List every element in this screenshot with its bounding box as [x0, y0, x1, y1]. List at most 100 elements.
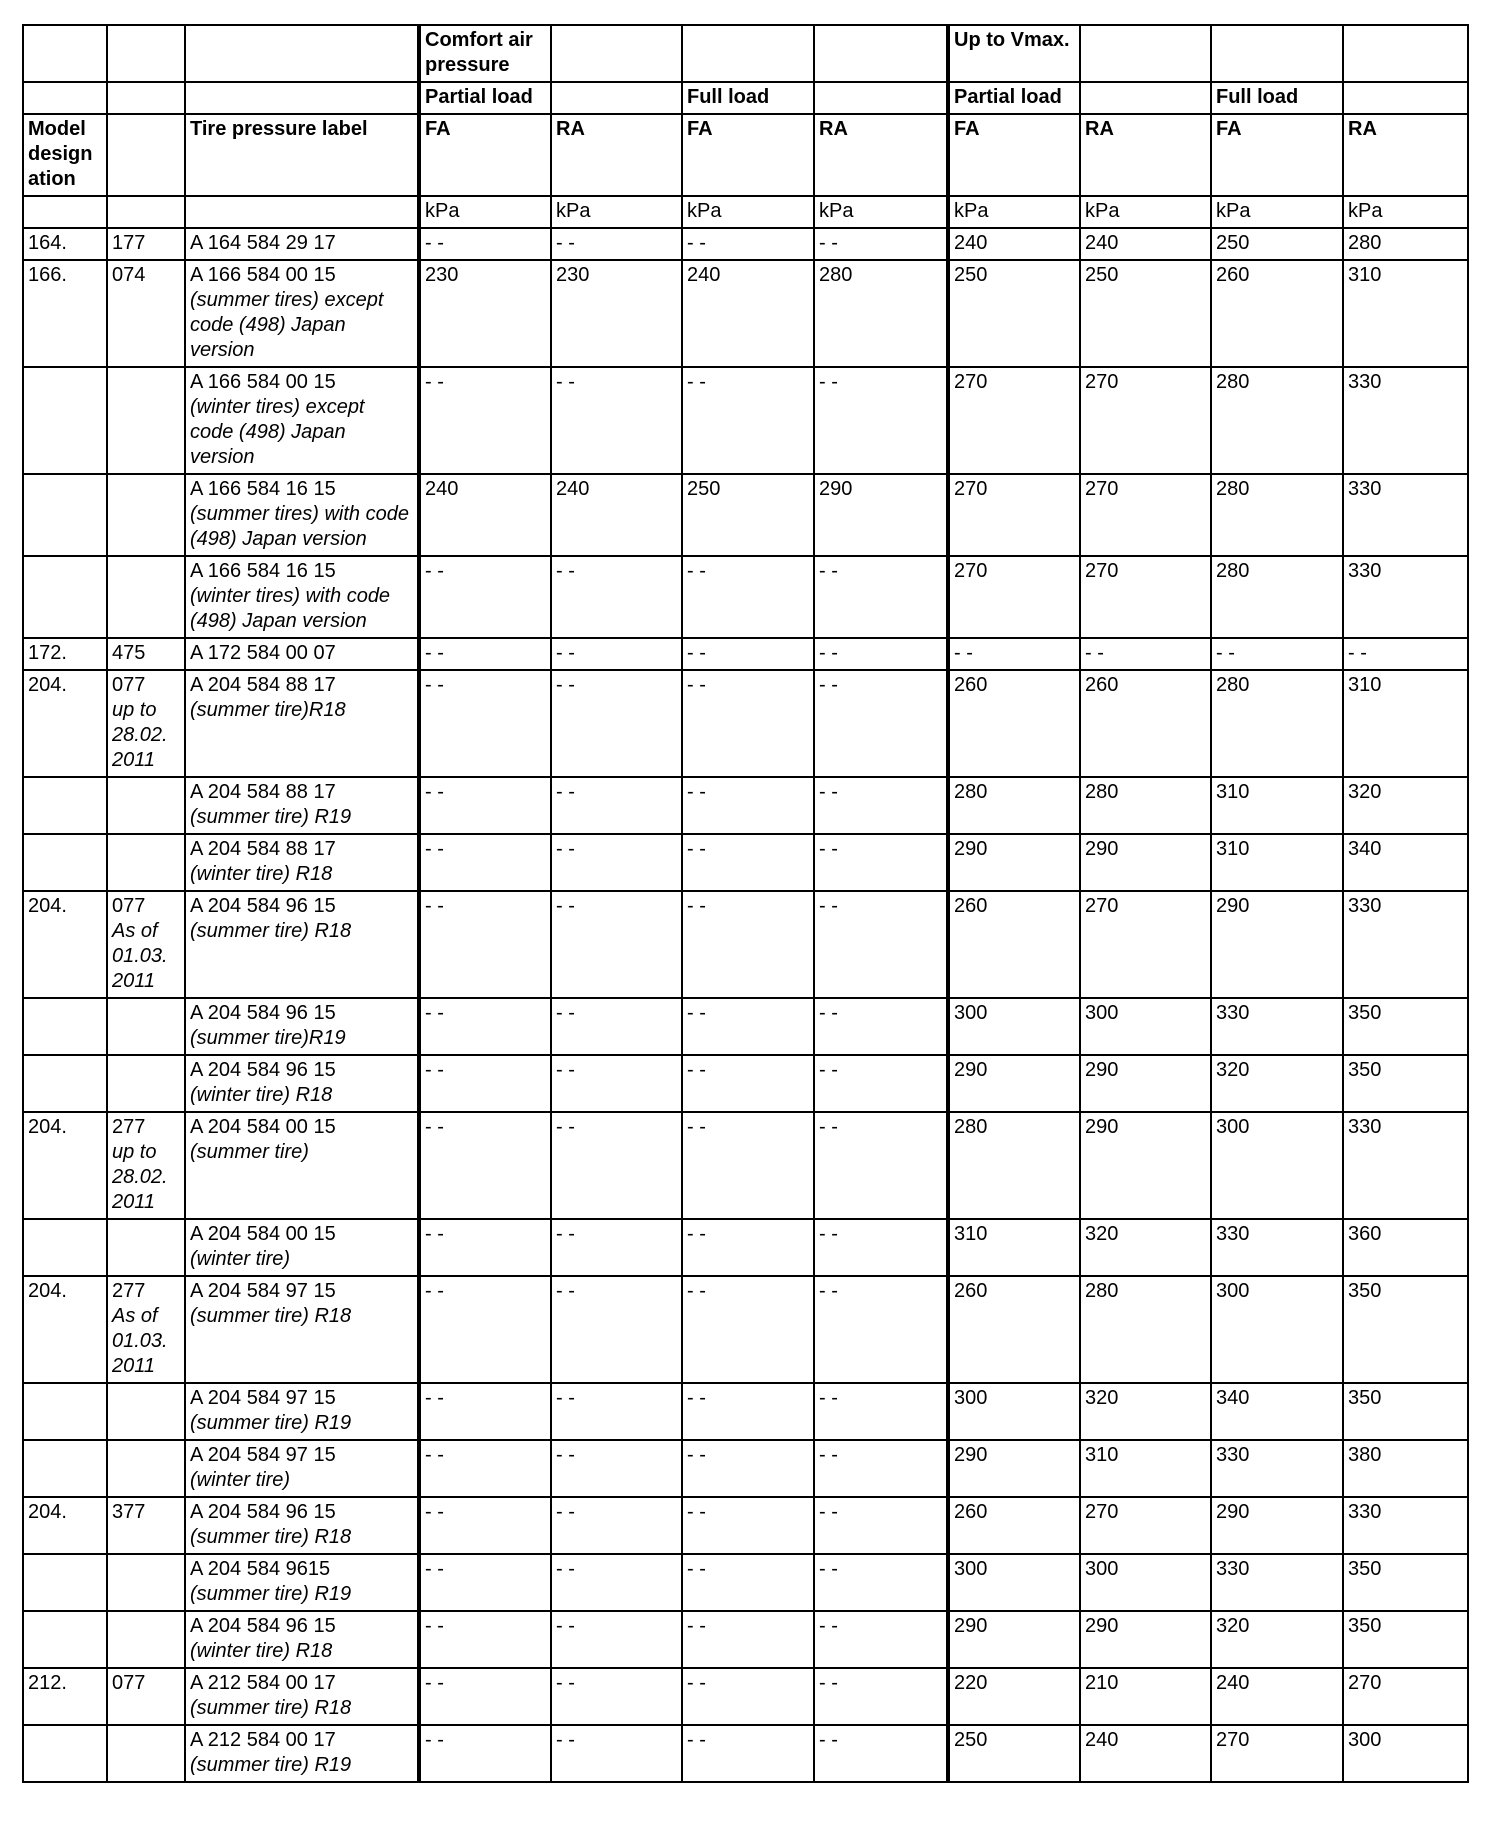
- axle-header: FA: [417, 113, 552, 197]
- pressure-value: 240: [417, 473, 552, 557]
- part-number: A 204 584 88 17: [190, 838, 336, 860]
- pressure-value: 330: [1210, 1553, 1344, 1612]
- model-cell: [22, 1610, 108, 1669]
- tire-note: (summer tire) R18: [190, 1526, 352, 1548]
- pressure-value: - -: [813, 1667, 949, 1726]
- part-number: A 212 584 00 17: [190, 1729, 336, 1751]
- pressure-value: 330: [1342, 473, 1469, 557]
- axle-header: RA: [550, 113, 683, 197]
- pressure-value: - -: [813, 366, 949, 475]
- pressure-value: 290: [1079, 1054, 1212, 1113]
- table-row: 164. 177 A 164 584 29 17- -- -- -- -240 240…: [22, 227, 1469, 261]
- tire-note: (summer tires) except code (498) Japan v…: [190, 289, 384, 361]
- pressure-value: - -: [550, 890, 683, 999]
- pressure-value: 290: [946, 1054, 1081, 1113]
- pressure-value: 240: [1210, 1667, 1344, 1726]
- code-cell: 077 As of 01.03. 2011: [106, 890, 186, 999]
- table-row: A 204 584 88 17 (winter tire) R18- -- -- …: [22, 833, 1469, 892]
- model-cell: 204.: [22, 1275, 108, 1384]
- tire-note: (summer tire) R19: [190, 1754, 352, 1776]
- part-number: A 212 584 00 17: [190, 1672, 336, 1694]
- pressure-value: - -: [417, 890, 552, 999]
- model-cell: 166.: [22, 259, 108, 368]
- tire-pressure-label-cell: A 204 584 88 17 (summer tire) R19: [184, 776, 420, 835]
- pressure-value: - -: [417, 776, 552, 835]
- pressure-value: - -: [813, 890, 949, 999]
- pressure-value: - -: [681, 1382, 815, 1441]
- code-cell: 277 As of 01.03. 2011: [106, 1275, 186, 1384]
- pressure-value: - -: [813, 833, 949, 892]
- pressure-value: 270: [1079, 366, 1212, 475]
- code-date-note: As of: [112, 1305, 158, 1327]
- pressure-value: - -: [1342, 637, 1469, 671]
- table-row: 204. 277 As of 01.03. 2011 A 204 584 97 15 (su…: [22, 1275, 1469, 1384]
- pressure-value: 240: [1079, 227, 1212, 261]
- part-number: A 204 584 97 15: [190, 1280, 336, 1302]
- pressure-value: - -: [813, 1724, 949, 1783]
- pressure-value: - -: [1210, 637, 1344, 671]
- pressure-value: 300: [1210, 1275, 1344, 1384]
- pressure-value: 250: [946, 259, 1081, 368]
- tire-pressure-label-cell: A 204 584 97 15 (summer tire) R18: [184, 1275, 420, 1384]
- code-cell: [106, 473, 186, 557]
- code-cell: [106, 776, 186, 835]
- pressure-value: 240: [1079, 1724, 1212, 1783]
- tire-pressure-label-cell: A 212 584 00 17 (summer tire) R19: [184, 1724, 420, 1783]
- pressure-value: 350: [1342, 1054, 1469, 1113]
- pressure-value: - -: [550, 1111, 683, 1220]
- pressure-value: 300: [1210, 1111, 1344, 1220]
- part-number: A 204 584 97 15: [190, 1444, 336, 1466]
- pressure-value: - -: [550, 669, 683, 778]
- pressure-value: - -: [417, 1610, 552, 1669]
- pressure-value: - -: [813, 555, 949, 639]
- pressure-value: 380: [1342, 1439, 1469, 1498]
- code-cell: [106, 1218, 186, 1277]
- pressure-value: 310: [1342, 669, 1469, 778]
- pressure-value: 320: [1079, 1382, 1212, 1441]
- pressure-value: 280: [1210, 473, 1344, 557]
- pressure-value: - -: [681, 890, 815, 999]
- pressure-value: 280: [946, 1111, 1081, 1220]
- table-row: A 204 584 96 15 (winter tire) R18- -- -- …: [22, 1054, 1469, 1113]
- tire-note: (summer tire)R19: [190, 1027, 346, 1049]
- model-cell: [22, 1218, 108, 1277]
- tire-note: (winter tires) except code (498) Japan v…: [190, 396, 365, 468]
- pressure-value: - -: [813, 1610, 949, 1669]
- pressure-value: - -: [550, 1610, 683, 1669]
- pressure-value: - -: [550, 1553, 683, 1612]
- partial-load-header: Partial load: [946, 81, 1081, 115]
- pressure-value: - -: [946, 637, 1081, 671]
- tire-note: (summer tire) R18: [190, 1305, 352, 1327]
- code-date-note: 2011: [112, 1191, 156, 1213]
- table-row: 204. 077 up to 28.02. 2011 A 204 584 88 17 (su…: [22, 669, 1469, 778]
- pressure-value: 300: [1342, 1724, 1469, 1783]
- table-row: A 204 584 88 17 (summer tire) R19- -- -- …: [22, 776, 1469, 835]
- pressure-value: 240: [550, 473, 683, 557]
- pressure-value: - -: [681, 1275, 815, 1384]
- pressure-value: - -: [417, 997, 552, 1056]
- pressure-value: 300: [1079, 997, 1212, 1056]
- pressure-value: 270: [1079, 555, 1212, 639]
- code-value: 277: [112, 1280, 146, 1302]
- pressure-value: - -: [550, 1275, 683, 1384]
- pressure-value: - -: [681, 1553, 815, 1612]
- code-cell: 377: [106, 1496, 186, 1555]
- tire-pressure-label-header: Tire pressure label: [184, 113, 420, 197]
- tire-note: (summer tires) with code (498) Japan ver…: [190, 503, 409, 550]
- pressure-value: 350: [1342, 1275, 1469, 1384]
- unit-label: kPa: [1210, 195, 1344, 229]
- axle-header: RA: [1079, 113, 1212, 197]
- model-cell: [22, 1439, 108, 1498]
- header-row-load: Partial load Full load Partial load Full…: [22, 81, 1469, 115]
- pressure-value: - -: [550, 1667, 683, 1726]
- code-cell: [106, 997, 186, 1056]
- pressure-value: - -: [813, 669, 949, 778]
- pressure-value: 280: [1210, 555, 1344, 639]
- tire-note: (summer tire) R18: [190, 920, 352, 942]
- pressure-value: 280: [1342, 227, 1469, 261]
- pressure-value: - -: [550, 366, 683, 475]
- part-number: A 204 584 97 15: [190, 1387, 336, 1409]
- pressure-value: 260: [1210, 259, 1344, 368]
- pressure-value: - -: [813, 1439, 949, 1498]
- model-cell: 204.: [22, 669, 108, 778]
